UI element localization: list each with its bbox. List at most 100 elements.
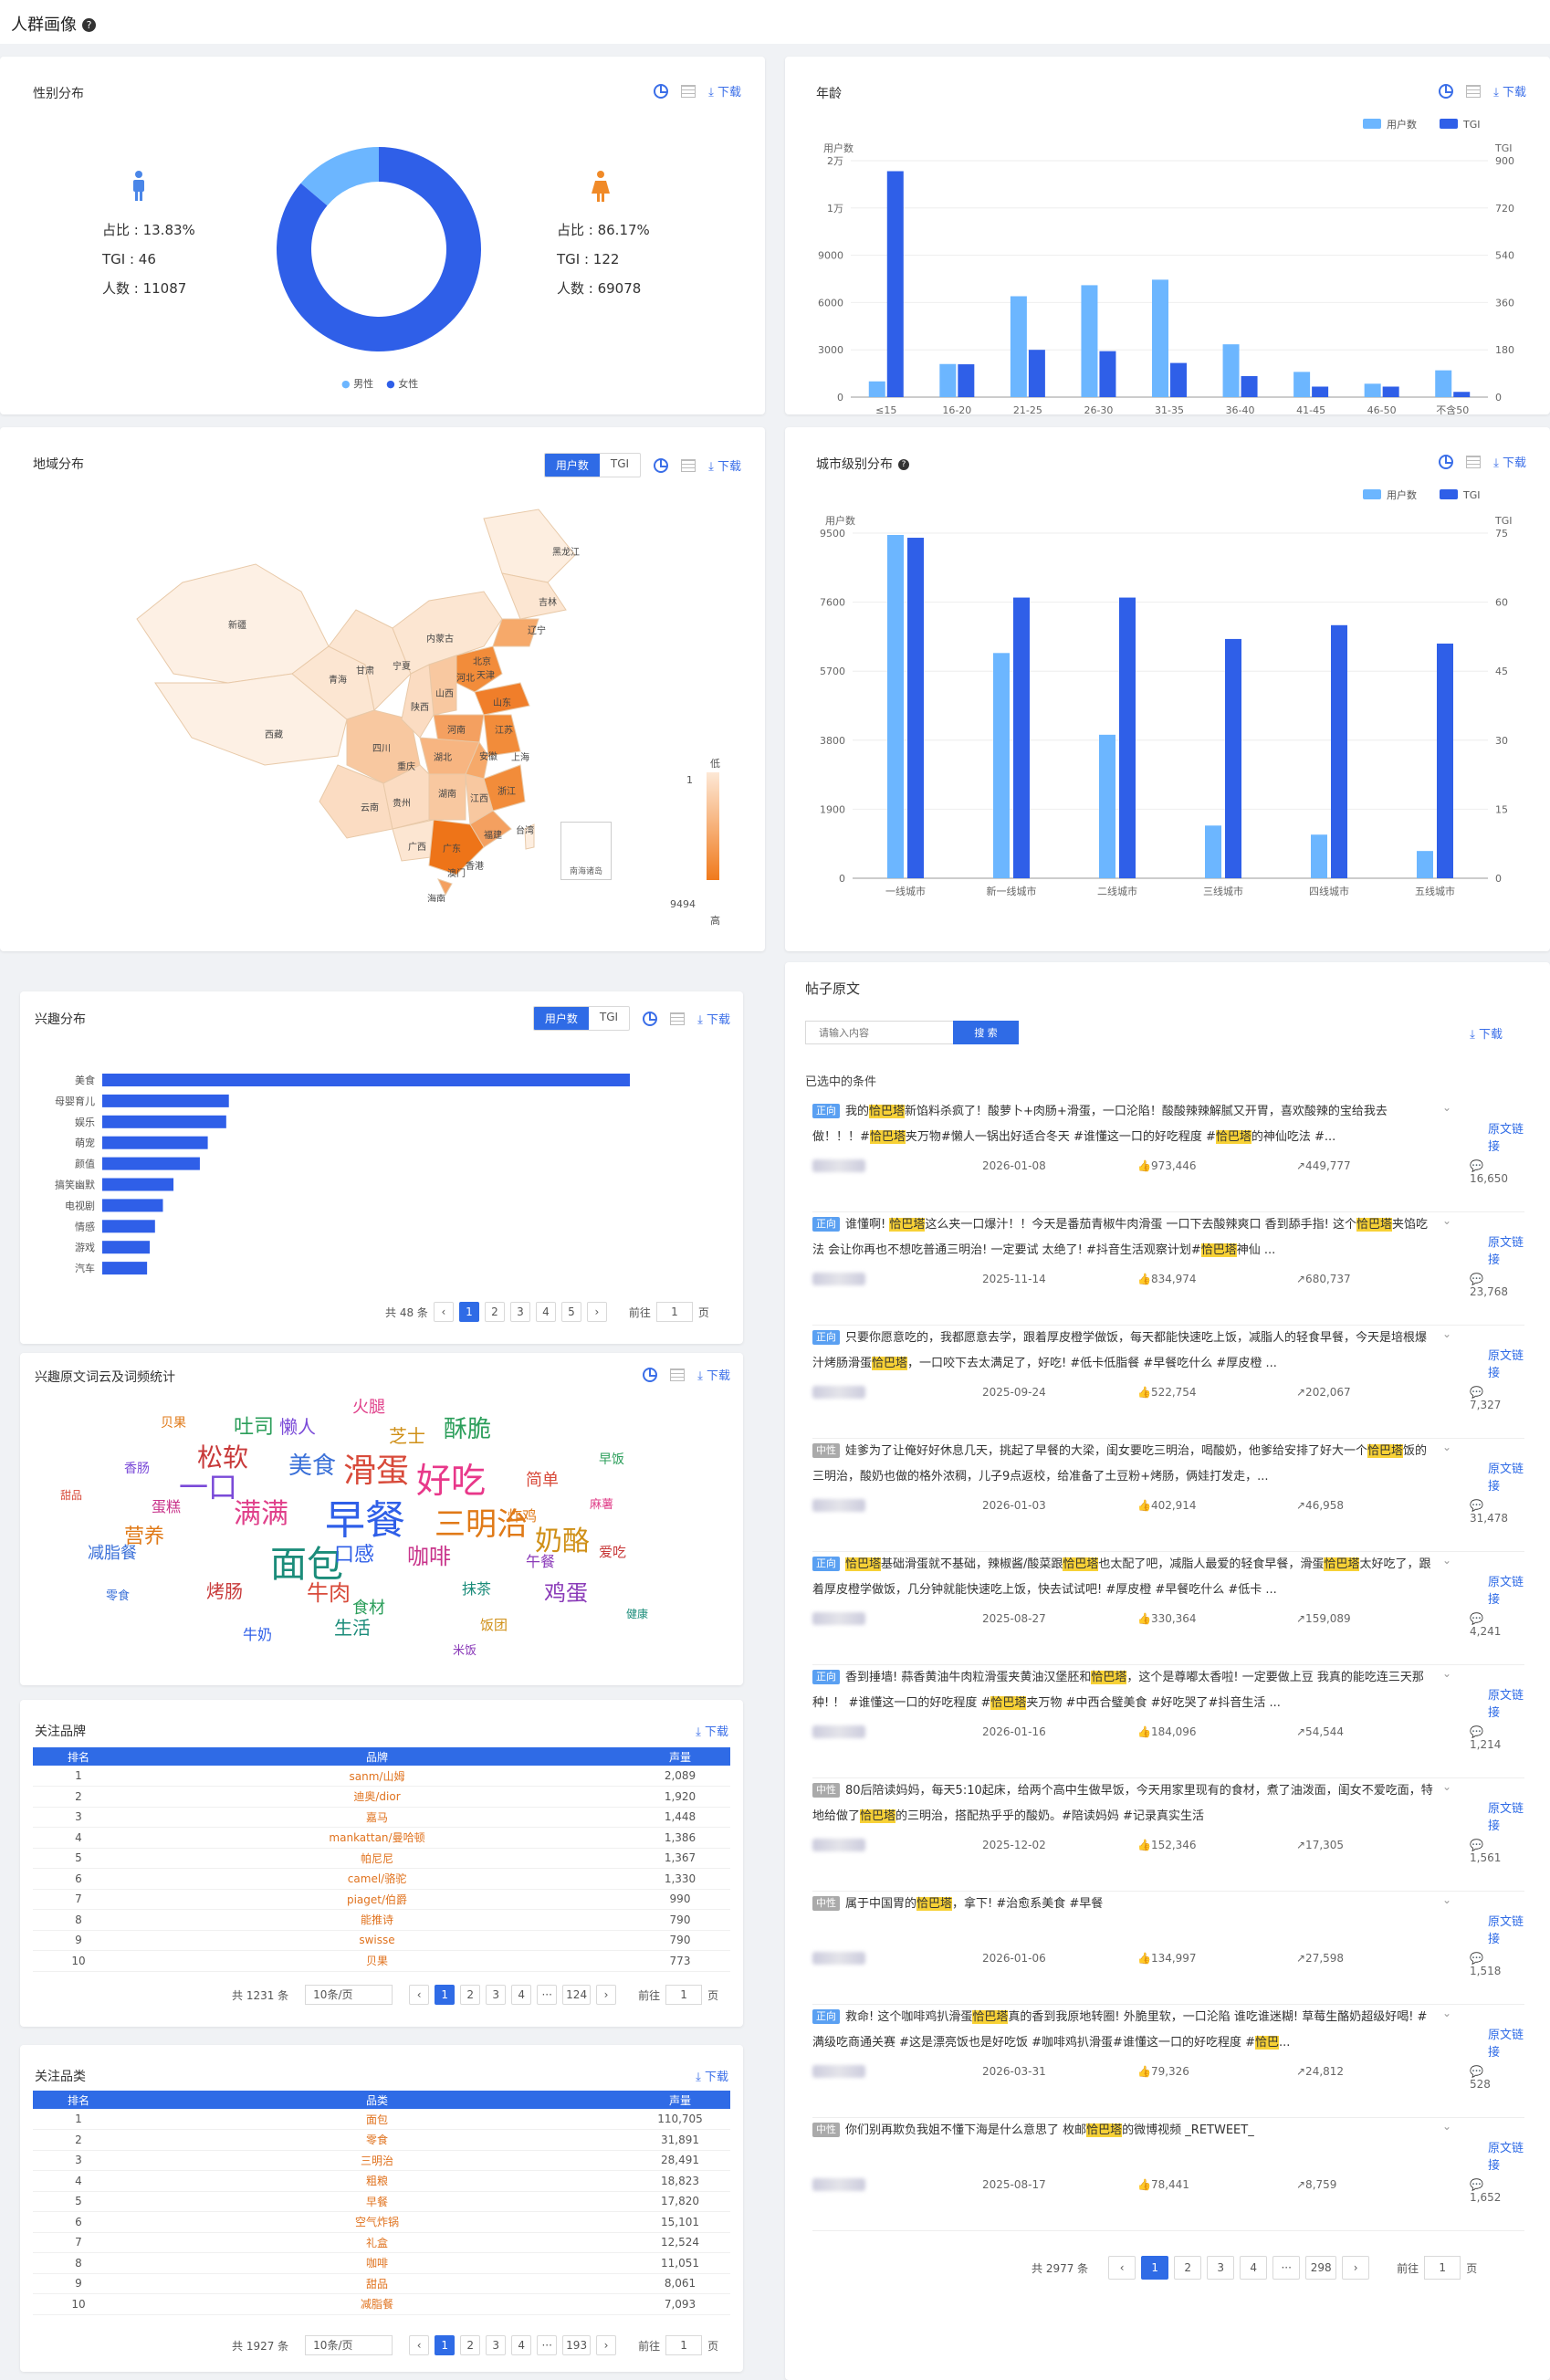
page-1[interactable]: 1 [435,2335,456,2355]
page-last[interactable]: 124 [562,1985,592,2005]
bar[interactable] [1435,370,1452,397]
tab-tgi[interactable]: TGI [610,457,630,470]
table-icon[interactable] [670,1368,686,1381]
goto-page-input[interactable]: 1 [665,2335,703,2355]
word-cloud-word[interactable]: 抹茶 [462,1580,492,1598]
page-1[interactable]: 1 [458,1302,479,1322]
bar[interactable] [1437,643,1453,878]
word-cloud-word[interactable]: 甜品 [60,1489,83,1502]
bar[interactable] [1099,734,1115,878]
bar[interactable] [1311,834,1327,878]
tab-tgi[interactable]: TGI [599,1011,619,1023]
download-button[interactable]: ⤓ 下载 [697,1013,730,1027]
chevron-down-icon[interactable]: ⌄ [1442,2007,1452,2019]
word-cloud-word[interactable]: 烤肠 [206,1580,243,1602]
bar[interactable] [1170,362,1187,397]
table-icon[interactable] [1466,455,1482,468]
origin-link[interactable]: 原文链接 [1488,1802,1524,1833]
bar[interactable] [1099,351,1116,397]
table-cell-link[interactable]: 贝果 [124,1950,630,1972]
bar[interactable] [887,534,904,878]
download-button[interactable]: ⤓ 下载 [708,460,741,474]
page-1[interactable]: 1 [435,1985,456,2005]
page-last[interactable]: 298 [1305,2256,1337,2280]
origin-link[interactable]: 原文链接 [1488,1915,1524,1946]
bar[interactable] [102,1178,174,1191]
page-size-select[interactable]: 10条/页 [305,1985,393,2005]
donut-slice-female[interactable] [277,147,481,351]
word-cloud-word[interactable]: 火腿 [352,1398,385,1417]
bar[interactable] [886,171,904,397]
origin-link[interactable]: 原文链接 [1488,1123,1524,1154]
word-cloud-word[interactable]: 芝士 [389,1425,425,1447]
word-cloud-word[interactable]: 好吃 [416,1461,487,1501]
table-cell-link[interactable]: 面包 [124,2109,630,2130]
word-cloud-word[interactable]: 健康 [626,1608,649,1620]
word-cloud-word[interactable]: 口感 [334,1544,375,1567]
goto-page-input[interactable]: 1 [1424,2256,1461,2280]
chevron-down-icon[interactable]: ⌄ [1442,1214,1452,1227]
table-cell-link[interactable]: 能推诗 [124,1909,630,1931]
page-4[interactable]: 4 [511,2335,532,2355]
pie-chart-icon[interactable] [643,1011,658,1026]
bar[interactable] [1453,392,1471,397]
download-button[interactable]: ⤓ 下载 [697,1369,730,1383]
bar[interactable] [1081,285,1098,397]
bar[interactable] [939,363,957,397]
bar[interactable] [102,1094,229,1107]
bar[interactable] [1222,344,1240,397]
chevron-down-icon[interactable]: ⌄ [1442,1554,1452,1567]
chevron-down-icon[interactable]: ⌄ [1442,1893,1452,1906]
bar[interactable] [1013,597,1030,878]
word-cloud-word[interactable]: 贝果 [161,1416,186,1431]
word-cloud-word[interactable]: 美食 [288,1452,337,1480]
bar[interactable] [1152,279,1168,397]
word-cloud-word[interactable]: 蛋糕 [152,1498,182,1515]
page-4[interactable]: 4 [535,1302,556,1322]
chevron-down-icon[interactable]: ⌄ [1442,2120,1452,2133]
table-cell-link[interactable]: 早餐 [124,2191,630,2212]
word-cloud-word[interactable]: 爱吃 [599,1544,627,1560]
bar[interactable] [1312,386,1329,397]
word-cloud-word[interactable]: 一口 [179,1470,238,1505]
prev-page-button[interactable]: ‹ [1108,2256,1136,2280]
bar[interactable] [868,381,885,397]
table-cell-link[interactable]: 减脂餐 [124,2293,630,2315]
word-cloud-word[interactable]: 奶酪 [535,1526,590,1557]
word-cloud-word[interactable]: 吐司 [234,1416,275,1439]
table-cell-link[interactable]: 零食 [124,2129,630,2151]
pie-chart-icon[interactable] [654,83,669,99]
page-2[interactable]: 2 [484,1302,505,1322]
bar[interactable] [102,1220,155,1233]
word-cloud-word[interactable]: 食材 [352,1599,385,1618]
search-input[interactable] [805,1021,953,1044]
word-cloud-word[interactable]: 酥脆 [444,1416,492,1443]
prev-page-button[interactable]: ‹ [409,2335,430,2355]
table-cell-link[interactable]: camel/骆驼 [124,1868,630,1890]
tab-users[interactable]: 用户数 [544,454,600,477]
origin-link[interactable]: 原文链接 [1488,1463,1524,1494]
origin-link[interactable]: 原文链接 [1488,1236,1524,1267]
table-cell-link[interactable]: piaget/伯爵 [124,1889,630,1910]
table-cell-link[interactable]: mankattan/曼哈顿 [124,1827,630,1849]
page-3[interactable]: 3 [1207,2256,1235,2280]
page-ellipsis[interactable]: ··· [537,1985,558,2005]
chevron-down-icon[interactable]: ⌄ [1442,1667,1452,1680]
table-icon[interactable] [670,1012,686,1025]
word-cloud-word[interactable]: 早餐 [325,1497,405,1544]
bar[interactable] [102,1074,630,1086]
bar[interactable] [1205,825,1221,878]
donut-slice-male[interactable] [300,147,379,206]
bar[interactable] [1382,386,1399,397]
search-button[interactable]: 搜 索 [953,1021,1019,1044]
word-cloud-word[interactable]: 咖啡 [407,1544,451,1569]
table-cell-link[interactable]: 嘉马 [124,1807,630,1828]
download-button[interactable]: ⤓ 下载 [1493,456,1526,470]
bar[interactable] [1119,597,1136,878]
word-cloud-word[interactable]: 炸鸡 [508,1507,538,1525]
bar[interactable] [1293,372,1311,397]
word-cloud-word[interactable]: 减脂餐 [88,1544,137,1563]
table-icon[interactable] [681,458,696,472]
bar[interactable] [993,653,1010,878]
